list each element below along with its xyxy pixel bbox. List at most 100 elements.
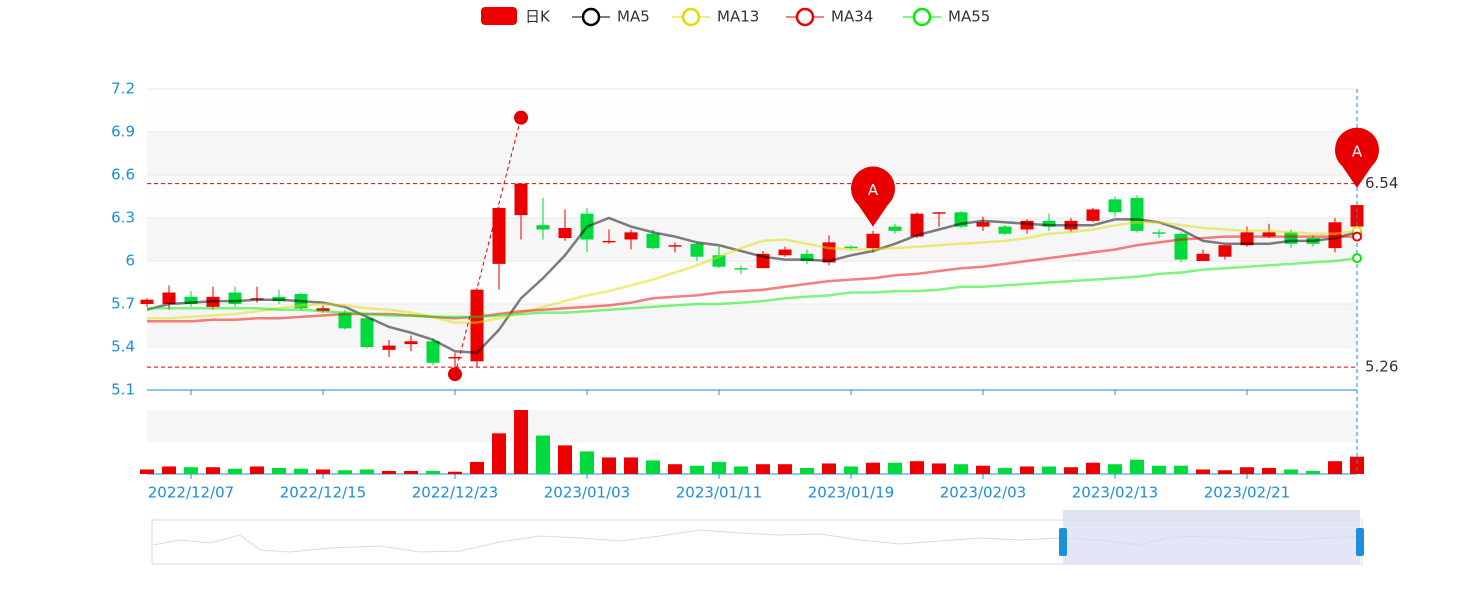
volume-bar	[382, 470, 396, 474]
volume-bar	[1042, 466, 1056, 474]
candle-body	[1196, 253, 1210, 261]
volume-bar	[910, 461, 924, 474]
candle-body	[910, 213, 924, 237]
y-tick-label: 6.9	[111, 123, 135, 141]
volume-bar	[404, 470, 418, 474]
y-tick-label: 5.7	[111, 295, 135, 313]
volume-bar	[1108, 464, 1122, 474]
legend-label: MA13	[717, 8, 759, 26]
legend-icon	[681, 7, 701, 27]
candle-body	[866, 233, 880, 249]
volume-bar	[1328, 461, 1342, 474]
volume-bar	[800, 467, 814, 474]
volume-bar	[822, 463, 836, 474]
volume-bar	[624, 457, 638, 474]
x-tick-label: 2023/01/11	[676, 484, 762, 502]
legend-icon	[481, 7, 517, 25]
candle-body	[668, 245, 682, 247]
volume-bar	[140, 469, 154, 474]
pin-label: A	[868, 181, 879, 199]
volume-bar	[228, 468, 242, 474]
volume-bar	[338, 470, 352, 474]
pin	[851, 166, 895, 227]
zoom-handle-left[interactable]	[1059, 528, 1067, 556]
zoom-handle-right[interactable]	[1356, 528, 1364, 556]
volume-bar	[580, 451, 594, 474]
data-zoom[interactable]	[151, 510, 1364, 565]
mark-line-label: 5.26	[1365, 358, 1398, 376]
volume-bar	[162, 466, 176, 474]
volume-bar	[360, 469, 374, 474]
volume-bar	[272, 467, 286, 474]
volume-bar	[690, 465, 704, 474]
candle-body	[1328, 222, 1342, 249]
volume-bar	[448, 471, 462, 474]
candle-body	[426, 341, 440, 363]
candle-body	[1130, 197, 1144, 231]
split-area	[147, 89, 1357, 132]
volume-bar	[1130, 459, 1144, 474]
volume-bar	[250, 466, 264, 474]
volume-bar	[888, 462, 902, 474]
volume-bar	[998, 467, 1012, 474]
y-tick-label: 6	[125, 252, 135, 270]
candle-body	[1108, 199, 1122, 213]
y-tick-label: 6.3	[111, 209, 135, 227]
volume-bar	[1196, 469, 1210, 474]
volume-bar	[1152, 465, 1166, 474]
volume-split-area	[147, 410, 1357, 442]
x-tick-label: 2023/02/21	[1204, 484, 1290, 502]
candle-body	[844, 246, 858, 249]
volume-bar	[206, 467, 220, 474]
candle-body	[360, 318, 374, 347]
volume-bar	[1284, 469, 1298, 474]
zoom-selection[interactable]	[1063, 520, 1360, 564]
candle-body	[228, 292, 242, 304]
volume-bar	[756, 464, 770, 474]
candle-body	[1284, 232, 1298, 244]
legend-label: MA55	[948, 8, 990, 26]
volume-bar	[1064, 467, 1078, 474]
legend-icon	[912, 7, 932, 27]
mark-point	[448, 367, 462, 382]
candle-body	[778, 249, 792, 256]
volume-bar	[844, 466, 858, 474]
volume-bar	[668, 464, 682, 474]
volume-bar	[602, 457, 616, 474]
volume-bar	[778, 464, 792, 474]
candle-body	[932, 212, 946, 214]
legend-icon	[581, 7, 601, 27]
y-tick-label: 5.4	[111, 338, 135, 356]
candle-body	[998, 226, 1012, 234]
candle-body	[734, 268, 748, 270]
volume-bar	[1306, 470, 1320, 474]
volume-bar	[514, 410, 528, 474]
candle-body	[140, 299, 154, 304]
candle-body	[624, 232, 638, 240]
zoom-move-handle[interactable]	[1063, 510, 1360, 520]
candle-body	[690, 243, 704, 257]
candle-body	[558, 228, 572, 239]
candle-body	[1262, 232, 1276, 237]
candle-body	[646, 233, 660, 249]
candle-body	[536, 225, 550, 230]
x-tick-label: 2022/12/15	[280, 484, 366, 502]
volume-bar	[1174, 465, 1188, 474]
mark-point	[514, 110, 528, 125]
volume-bar	[976, 465, 990, 474]
candle-body	[316, 308, 330, 312]
candle-body	[602, 240, 616, 243]
legend-icon	[795, 7, 815, 27]
split-area	[147, 175, 1357, 218]
candle-body	[1020, 220, 1034, 230]
volume-bar	[426, 470, 440, 474]
candle-body	[514, 183, 528, 216]
volume-bar	[294, 468, 308, 474]
legend-label: MA5	[617, 8, 650, 26]
volume-bar	[646, 460, 660, 474]
cursor-dot	[1352, 253, 1362, 264]
volume-bar	[932, 463, 946, 474]
candle-body	[448, 357, 462, 359]
x-tick-label: 2023/02/03	[940, 484, 1026, 502]
volume-bar	[1240, 467, 1254, 474]
